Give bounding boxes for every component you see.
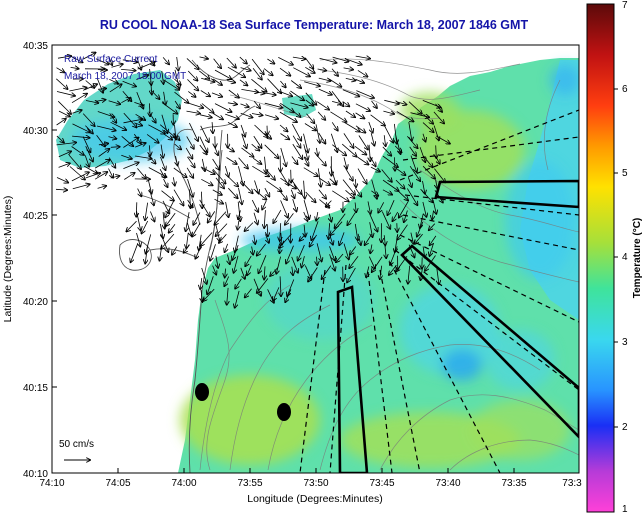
x-tick-label: 74:00	[171, 478, 196, 489]
sst-warm-blob	[470, 400, 570, 460]
x-tick-label: 74:05	[105, 478, 130, 489]
sst-cold-blob	[442, 349, 482, 381]
y-tick-label: 40:15	[23, 383, 48, 394]
sst-cool-blob	[70, 118, 190, 162]
y-tick-label: 40:25	[23, 211, 48, 222]
scale-vector-label: 50 cm/s	[59, 439, 94, 450]
colorbar-tick-label: 7	[622, 0, 628, 11]
map-title: RU COOL NOAA-18 Sea Surface Temperature:…	[100, 18, 529, 32]
overlay-line1: Raw Surface Current	[64, 54, 158, 65]
sst-cool-blob	[550, 65, 580, 95]
colorbar-tick-marks	[614, 89, 618, 427]
sst-cool-blob	[505, 160, 575, 280]
overlay-line2: March 18, 2007 18:00 GMT	[64, 71, 186, 82]
site-marker	[195, 383, 209, 401]
colorbar-tick-label: 2	[622, 422, 628, 433]
site-marker	[277, 403, 291, 421]
x-tick-label: 73:55	[237, 478, 262, 489]
colorbar-tick-labels: 7 6 5 4 3 2 1	[622, 0, 628, 515]
current-vector-arrow	[136, 202, 137, 216]
y-tick-labels: 40:35 40:30 40:25 40:20 40:15 40:10	[23, 41, 48, 480]
x-tick-label: 73:40	[435, 478, 460, 489]
colorbar: 7 6 5 4 3 2 1 Temperature (°C)	[587, 0, 643, 515]
x-tick-label: 73:35	[501, 478, 526, 489]
x-tick-label: 73:50	[303, 478, 328, 489]
colorbar-tick-label: 4	[622, 252, 628, 263]
colorbar-tick-label: 1	[622, 504, 628, 515]
plot-area	[52, 45, 580, 473]
current-vector-arrow	[395, 157, 396, 170]
y-tick-label: 40:35	[23, 41, 48, 52]
x-tick-labels: 74:10 74:05 74:00 73:55 73:50 73:45 73:4…	[39, 478, 582, 489]
colorbar-gradient	[587, 4, 614, 512]
colorbar-tick-label: 6	[622, 84, 628, 95]
colorbar-tick-label: 5	[622, 168, 628, 179]
y-tick-label: 40:30	[23, 126, 48, 137]
y-axis-label: Latitude (Degrees:Minutes)	[2, 196, 14, 323]
y-tick-label: 40:20	[23, 297, 48, 308]
x-tick-label: 74:10	[39, 478, 64, 489]
colorbar-label: Temperature (°C)	[632, 218, 643, 299]
colorbar-tick-label: 3	[622, 337, 628, 348]
sst-cool-blob	[265, 260, 375, 340]
x-tick-label: 73:45	[369, 478, 394, 489]
x-axis-label: Longitude (Degrees:Minutes)	[247, 493, 382, 505]
x-tick-label: 73:3	[562, 478, 582, 489]
